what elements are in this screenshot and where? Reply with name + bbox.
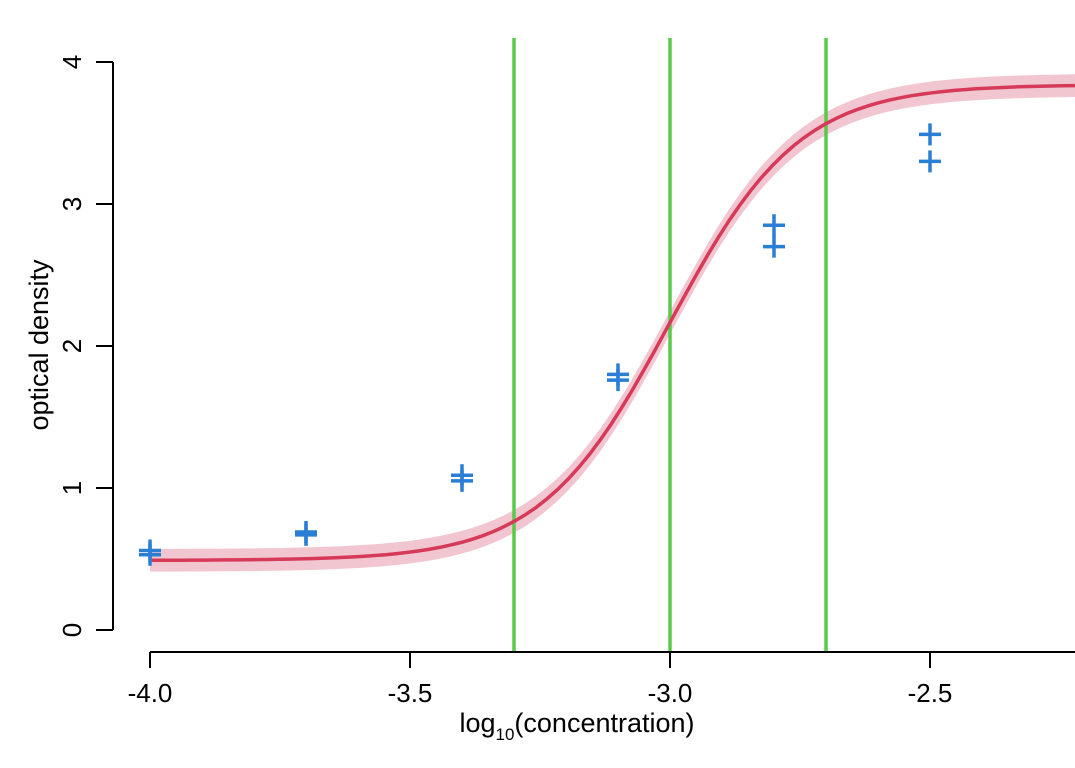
y-tick-label: 2 bbox=[57, 339, 87, 353]
y-tick-label: 0 bbox=[57, 623, 87, 637]
x-axis-title: log10(concentration) bbox=[459, 708, 694, 744]
data-point bbox=[607, 369, 629, 392]
x-axis-title-main: log bbox=[459, 708, 495, 738]
data-point bbox=[919, 123, 941, 146]
confidence-band-layer bbox=[150, 74, 1075, 572]
confidence-band bbox=[150, 74, 1075, 572]
x-tick-label: -3.0 bbox=[648, 678, 693, 708]
fit-curve bbox=[149, 83, 1075, 563]
data-point bbox=[919, 150, 941, 173]
y-axis-title: optical density bbox=[24, 259, 54, 431]
x-tick-label: -2.5 bbox=[908, 678, 953, 708]
reference-lines-layer bbox=[512, 38, 828, 652]
data-point bbox=[763, 235, 785, 258]
data-point bbox=[451, 469, 473, 492]
y-tick-label: 4 bbox=[57, 55, 87, 69]
points-layer bbox=[139, 123, 941, 566]
y-axis: 0 1 2 3 4 bbox=[57, 55, 114, 637]
x-axis: -4.0-3.5-3.0-2.5-2.0-1.5-1.0 bbox=[128, 651, 1075, 708]
y-tick-label: 1 bbox=[57, 481, 87, 495]
data-point bbox=[295, 523, 317, 546]
y-tick-label: 3 bbox=[57, 197, 87, 211]
fit-curve-layer bbox=[149, 83, 1075, 563]
x-axis-title-rest: (concentration) bbox=[514, 708, 694, 738]
data-point bbox=[139, 543, 161, 566]
x-axis-title-subscript: 10 bbox=[496, 725, 515, 744]
x-tick-label: -4.0 bbox=[128, 678, 173, 708]
data-point bbox=[763, 214, 785, 237]
x-tick-label: -3.5 bbox=[388, 678, 433, 708]
